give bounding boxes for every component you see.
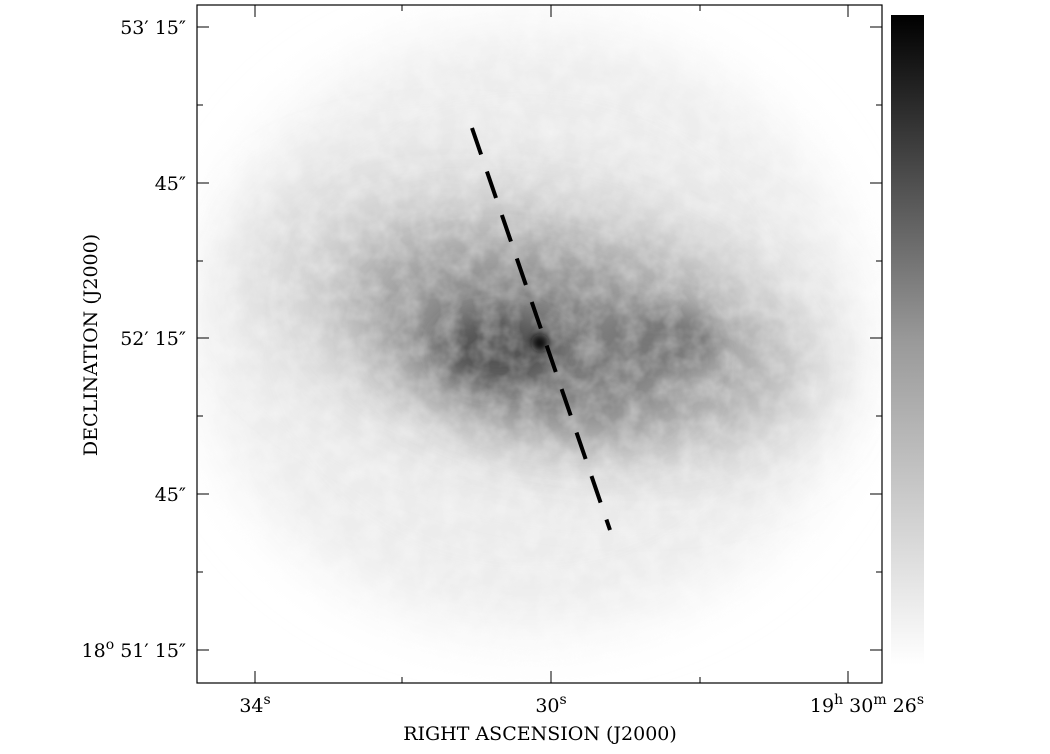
tick-label: 18o 51′ 15″: [82, 637, 186, 662]
tick-text: 45″: [155, 484, 186, 506]
x-axis-label: RIGHT ASCENSION (J2000): [403, 723, 677, 745]
superscript: s: [917, 692, 924, 708]
tick-text: 30: [843, 695, 873, 717]
y-axis-label: DECLINATION (J2000): [80, 234, 102, 456]
tick-text: 51′ 15″: [114, 640, 186, 662]
tick-label: 19h 30m 26s: [810, 692, 924, 717]
superscript: h: [834, 692, 843, 708]
tick-text: 52′ 15″: [120, 328, 186, 350]
superscript: s: [560, 692, 567, 708]
tick-label: 45″: [155, 173, 186, 195]
tick-label: 52′ 15″: [120, 328, 186, 350]
superscript: o: [106, 637, 114, 653]
tick-label: 53′ 15″: [120, 17, 186, 39]
tick-text: 30: [535, 695, 559, 717]
tick-text: 19: [810, 695, 834, 717]
superscript: m: [873, 692, 886, 708]
tick-text: 34: [239, 695, 263, 717]
tick-label: 45″: [155, 484, 186, 506]
tick-text: 53′ 15″: [120, 17, 186, 39]
plot-frame: [196, 4, 883, 684]
superscript: s: [264, 692, 271, 708]
tick-label: 34s: [239, 692, 270, 717]
tick-text: 26: [887, 695, 917, 717]
tick-text: 18: [82, 640, 106, 662]
image: [197, 5, 882, 683]
tick-label: 30s: [535, 692, 566, 717]
tick-text: 45″: [155, 173, 186, 195]
slit-line: [470, 127, 612, 531]
colorbar: [891, 15, 924, 665]
